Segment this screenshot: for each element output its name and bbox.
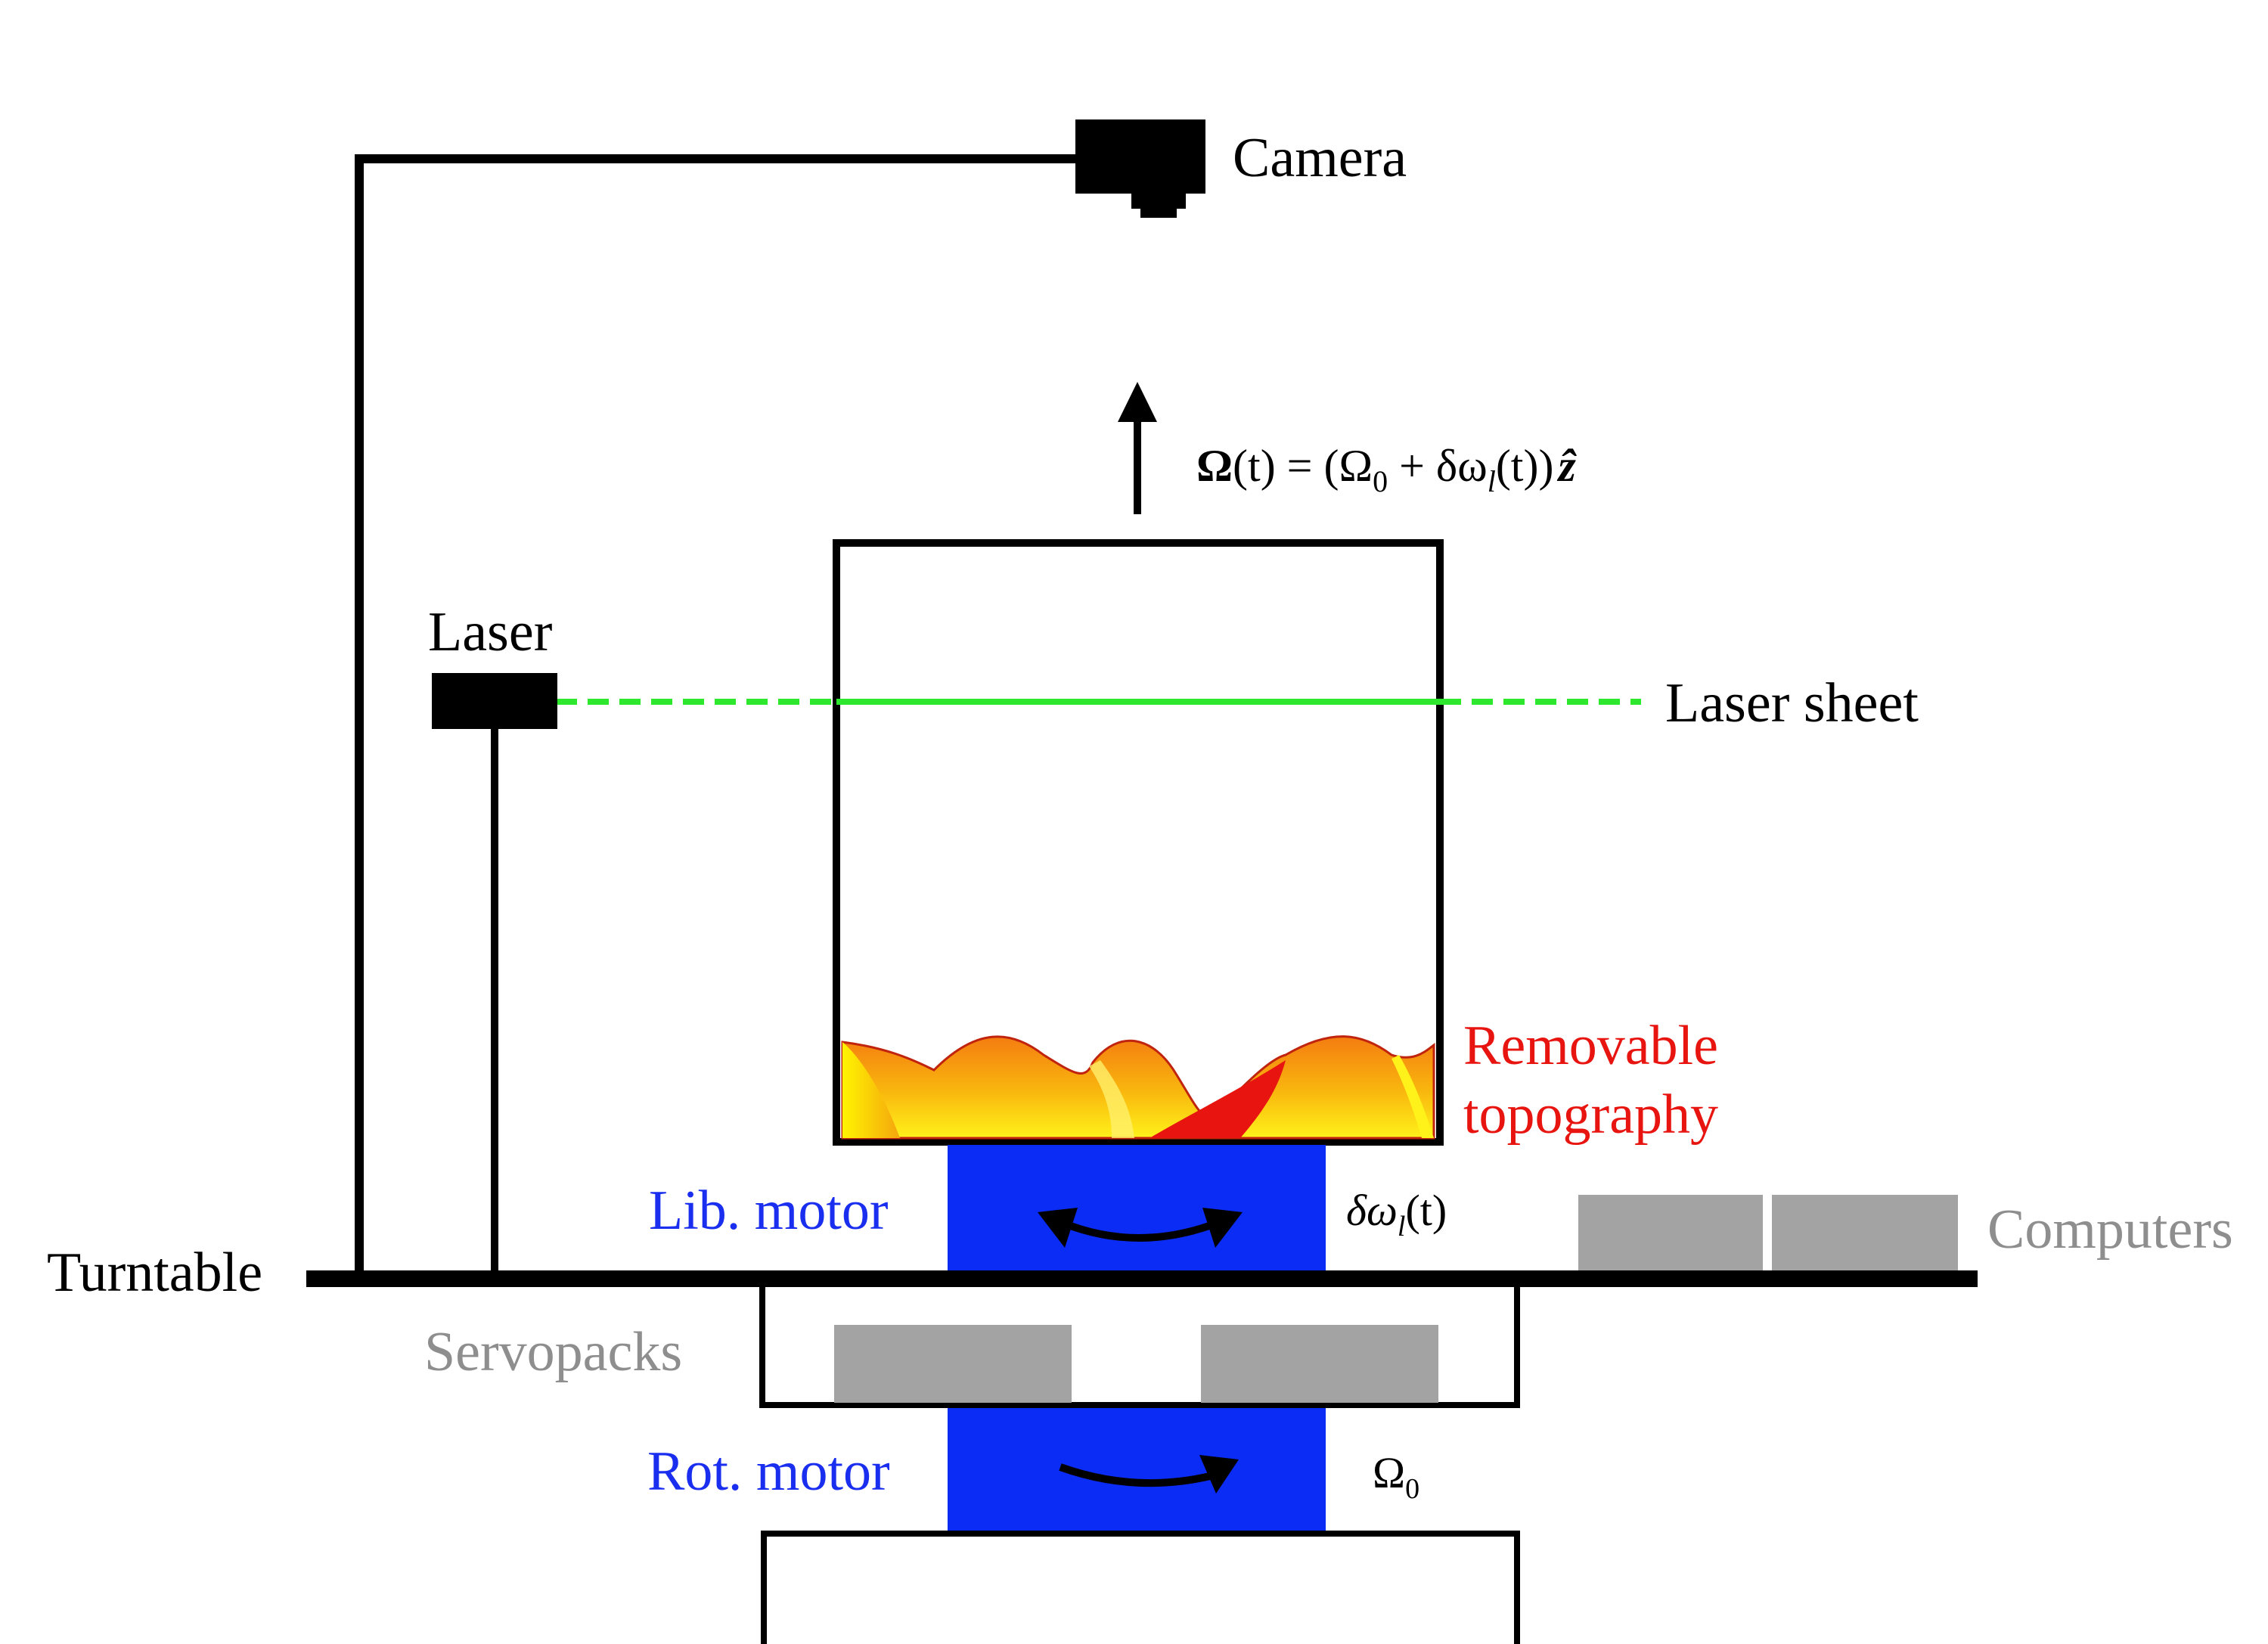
rotation-rate-formula: Ω(t) = (Ω0 + δωl(t)) ẑ [1196, 441, 1577, 498]
libration-rate-formula: δωl(t) [1346, 1186, 1447, 1242]
lib-motor-label: Lib. motor [649, 1180, 889, 1242]
libration-double-arrow-icon [1038, 1208, 1243, 1248]
turntable [306, 1270, 1978, 1287]
camera-label: Camera [1233, 127, 1407, 189]
servopacks [834, 1325, 1438, 1403]
rotation-arrow-icon [1059, 1455, 1239, 1494]
libration-motor [948, 1145, 1326, 1272]
tank [833, 539, 1444, 1146]
rot-motor-label: Rot. motor [647, 1441, 890, 1503]
laser-label: Laser [428, 601, 552, 663]
computers-label: Computers [1987, 1199, 2233, 1261]
computers [1578, 1195, 1958, 1270]
removable-topography [841, 1035, 1435, 1140]
base-stand [761, 1531, 1520, 1644]
camera-icon [1075, 119, 1205, 218]
turntable-label: Turntable [47, 1242, 262, 1304]
rotation-axis-arrow [1118, 382, 1157, 514]
camera-support-frame [355, 154, 1081, 1278]
servopacks-label: Servopacks [424, 1321, 682, 1383]
rotation-base-rate: Ω0 [1373, 1448, 1419, 1505]
rotation-motor [948, 1408, 1326, 1535]
laser-icon [432, 673, 557, 729]
servopack-housing [759, 1287, 1520, 1408]
laser-sheet-label: Laser sheet [1665, 672, 1919, 734]
removable-topography-label: Removable topography [1463, 1015, 1733, 1146]
